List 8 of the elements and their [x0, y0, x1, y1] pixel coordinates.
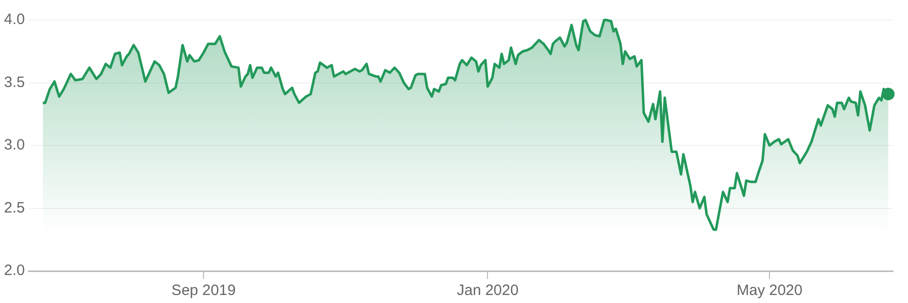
y-tick-label: 2.5	[4, 199, 25, 216]
y-tick-label: 2.0	[4, 262, 25, 280]
x-tick-label: Jan 2020	[456, 282, 519, 300]
x-tick-label: May 2020	[736, 282, 802, 300]
x-tick-label: Sep 2019	[171, 282, 236, 300]
y-tick-label: 4.0	[4, 11, 25, 28]
y-tick-label: 3.5	[4, 74, 25, 91]
y-tick-label: 3.0	[4, 136, 25, 154]
